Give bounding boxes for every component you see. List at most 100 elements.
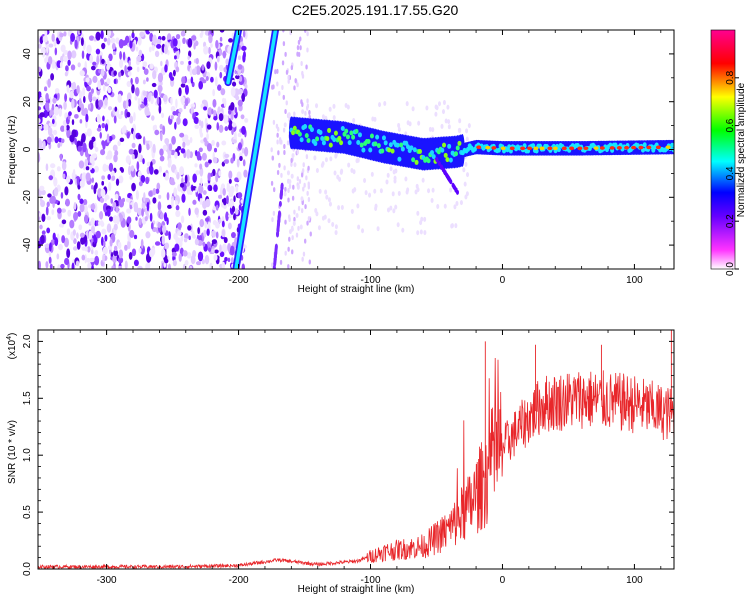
noise-blob	[101, 42, 106, 50]
signal-core	[442, 142, 447, 148]
noise-blob	[96, 55, 100, 66]
noise-blob	[137, 97, 141, 106]
noise-blob	[137, 170, 142, 177]
noise-blob	[163, 212, 168, 222]
noise-blob	[39, 112, 45, 118]
noise-blob	[89, 164, 93, 170]
noise-blob	[206, 124, 212, 130]
noise-blob	[79, 232, 85, 238]
noise-blob	[161, 112, 165, 118]
noise-blob	[87, 104, 91, 111]
noise-blob	[228, 120, 233, 126]
noise-blob	[104, 123, 109, 132]
signal-core	[366, 138, 371, 144]
noise-blob	[306, 31, 309, 37]
signal-core	[369, 133, 374, 139]
noise-blob	[219, 251, 225, 258]
noise-blob	[128, 148, 134, 155]
noise-blob	[90, 203, 96, 210]
noise-blob	[237, 88, 244, 95]
noise-blob	[113, 51, 117, 56]
signal-core	[383, 140, 388, 146]
noise-blob	[81, 50, 85, 60]
noise-blob	[69, 219, 75, 229]
noise-blob	[73, 202, 77, 210]
noise-blob	[201, 64, 205, 71]
noise-blob	[89, 54, 93, 64]
noise-blob	[51, 118, 55, 125]
halo-blob	[423, 230, 427, 236]
noise-blob	[91, 177, 95, 183]
noise-blob	[143, 192, 146, 202]
noise-blob	[61, 219, 67, 225]
noise-blob	[195, 187, 198, 193]
noise-blob	[100, 30, 104, 40]
noise-blob	[213, 147, 218, 153]
noise-blob	[90, 88, 95, 94]
noise-blob	[93, 141, 97, 149]
noise-blob	[302, 251, 306, 257]
signal-peak	[616, 146, 622, 150]
signal-peak	[500, 146, 506, 151]
noise-blob	[69, 90, 74, 99]
noise-blob	[60, 138, 65, 144]
noise-blob	[278, 137, 282, 143]
noise-blob	[114, 150, 119, 157]
signal-core	[327, 127, 332, 133]
noise-blob	[174, 169, 178, 175]
noise-blob	[233, 213, 236, 221]
halo-blob	[444, 118, 448, 124]
noise-blob	[223, 237, 228, 244]
halo-blob	[455, 200, 459, 206]
noise-blob	[170, 76, 175, 81]
noise-blob	[212, 156, 218, 164]
noise-blob	[92, 61, 97, 66]
noise-blob	[154, 241, 161, 246]
noise-blob	[301, 168, 305, 174]
noise-blob	[38, 260, 42, 269]
noise-blob	[112, 255, 117, 264]
spectrogram-y-tick-label: 40	[22, 48, 33, 60]
noise-blob	[108, 135, 113, 142]
noise-blob	[293, 85, 296, 91]
noise-blob	[119, 51, 122, 60]
noise-blob	[71, 262, 75, 269]
signal-tail	[446, 174, 450, 180]
signal-core	[344, 128, 349, 134]
noise-blob	[122, 100, 127, 110]
noise-blob	[180, 30, 186, 37]
signal-core	[431, 154, 436, 160]
noise-blob	[184, 233, 189, 240]
noise-blob	[138, 247, 142, 254]
halo-blob	[449, 187, 453, 193]
noise-blob	[199, 197, 203, 205]
noise-blob	[155, 188, 160, 194]
noise-blob	[78, 160, 85, 169]
signal-peak	[476, 145, 482, 150]
halo-blob	[353, 187, 357, 193]
halo-blob	[383, 100, 387, 106]
noise-blob	[67, 59, 71, 66]
noise-blob	[183, 104, 187, 110]
noise-blob	[241, 147, 245, 154]
noise-blob	[180, 148, 186, 154]
noise-blob	[202, 241, 206, 247]
halo-blob	[291, 153, 295, 159]
noise-blob	[181, 177, 184, 185]
halo-blob	[421, 177, 425, 183]
signal-peak	[509, 146, 515, 151]
noise-blob	[180, 96, 185, 104]
noise-blob	[189, 136, 193, 144]
noise-blob	[95, 220, 99, 226]
noise-blob	[58, 243, 63, 251]
noise-blob	[214, 249, 219, 254]
noise-blob	[219, 36, 223, 42]
signal-core	[359, 142, 364, 148]
halo-blob	[318, 188, 322, 194]
noise-blob	[208, 46, 211, 55]
noise-blob	[104, 234, 108, 242]
noise-blob	[63, 31, 67, 37]
signal-core	[351, 134, 356, 140]
noise-blob	[131, 142, 136, 149]
noise-blob	[189, 67, 193, 76]
